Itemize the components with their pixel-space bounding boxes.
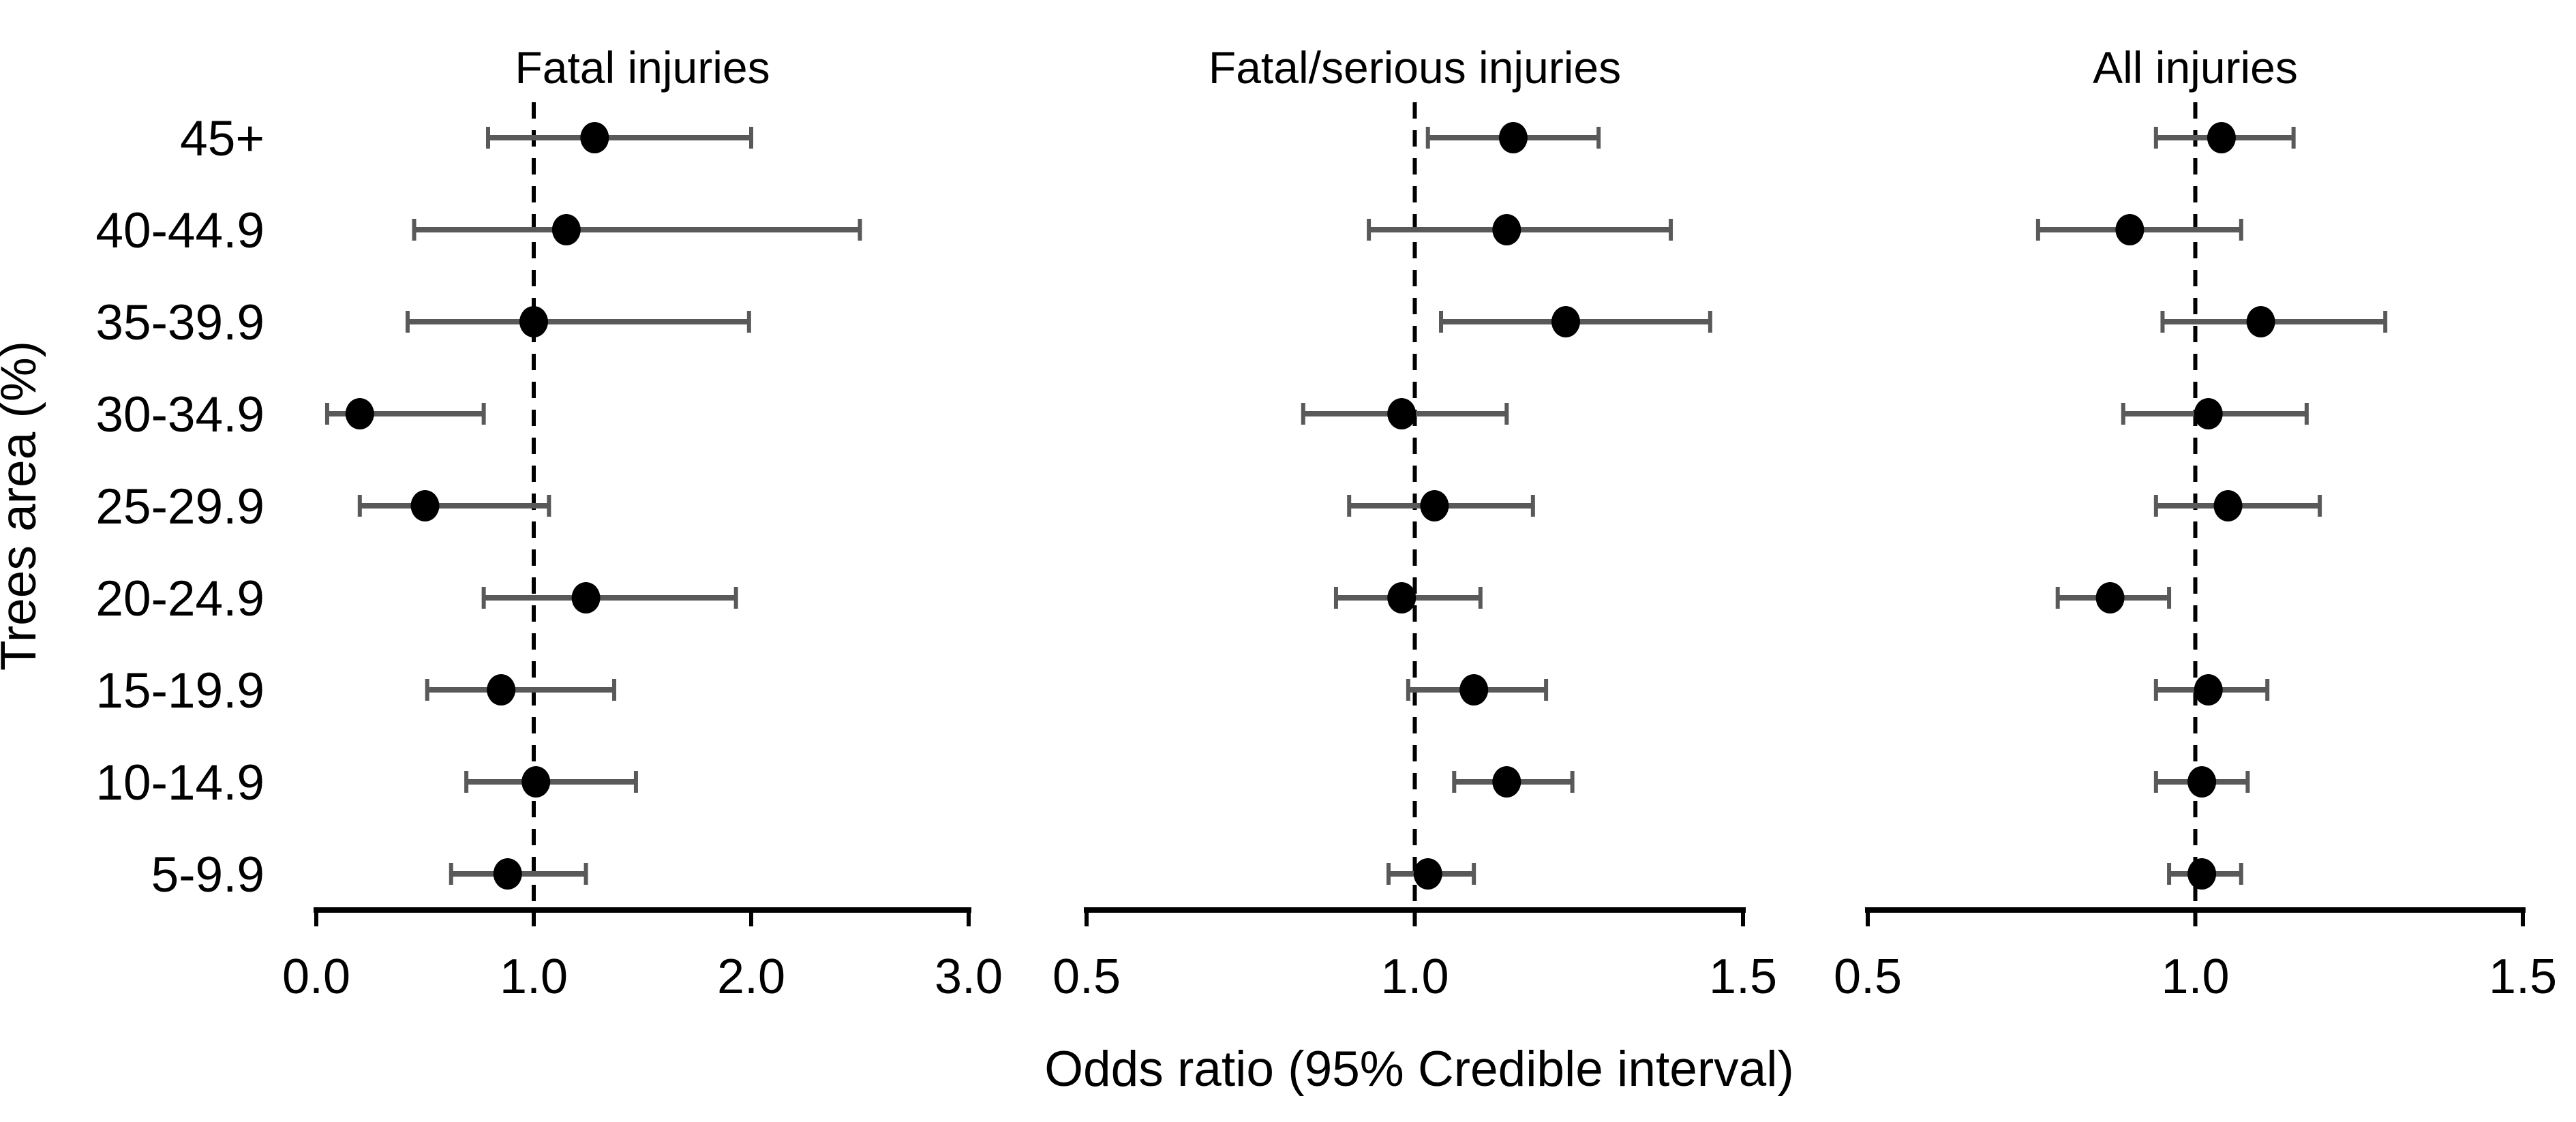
point-marker xyxy=(2207,122,2236,153)
panel-2: 0.5 1.0 1.5 All injuries xyxy=(1834,42,2557,1004)
point-marker xyxy=(2115,214,2145,245)
point-marker xyxy=(2246,306,2275,337)
point-marker xyxy=(1420,490,1449,521)
forest-row xyxy=(1367,214,1673,245)
forest-row xyxy=(2167,858,2243,890)
point-marker xyxy=(2187,858,2217,890)
point-marker xyxy=(571,582,601,613)
panel-1: 0.5 1.0 1.5 Fatal/serious injuries xyxy=(1052,42,1777,1004)
category-label: 5-9.9 xyxy=(151,847,264,903)
point-marker xyxy=(521,766,551,798)
point-marker xyxy=(519,306,548,337)
forest-row xyxy=(1386,858,1476,890)
point-marker xyxy=(1498,122,1528,153)
forest-row xyxy=(2153,490,2322,521)
point-marker xyxy=(2187,766,2217,798)
y-axis-title: Trees area (%) xyxy=(0,341,46,671)
point-marker xyxy=(2213,490,2243,521)
forest-row xyxy=(1301,398,1509,429)
x-tick-label: 3.0 xyxy=(935,950,1003,1004)
x-tick-label: 2.0 xyxy=(717,950,785,1004)
point-marker xyxy=(1551,306,1580,337)
forest-row xyxy=(486,122,753,153)
point-marker xyxy=(2095,582,2125,613)
category-label: 45+ xyxy=(180,111,264,166)
panel-title: Fatal/serious injuries xyxy=(1209,42,1621,93)
x-tick-label: 0.0 xyxy=(282,950,350,1004)
category-label: 10-14.9 xyxy=(95,755,264,810)
x-tick-label: 1.5 xyxy=(2489,950,2557,1004)
category-label: 30-34.9 xyxy=(95,387,264,442)
forest-row xyxy=(2160,306,2388,337)
point-marker xyxy=(1492,766,1521,798)
point-marker xyxy=(487,674,516,706)
forest-row xyxy=(481,582,738,613)
point-marker xyxy=(1387,398,1416,429)
point-marker xyxy=(345,398,374,429)
category-label: 15-19.9 xyxy=(95,663,264,718)
forest-row xyxy=(464,766,638,798)
x-tick-label: 0.5 xyxy=(1052,950,1121,1004)
forest-row xyxy=(324,398,486,429)
panel-0: 0.0 1.0 2.0 3.0 Fatal injuries xyxy=(282,42,1003,1004)
forest-row xyxy=(405,306,751,337)
forest-row xyxy=(1425,122,1601,153)
point-marker xyxy=(551,214,581,245)
forest-row xyxy=(425,674,617,706)
forest-row xyxy=(412,214,862,245)
point-marker xyxy=(580,122,609,153)
forest-row xyxy=(2153,766,2250,798)
forest-row xyxy=(1406,674,1549,706)
point-marker xyxy=(1413,858,1442,890)
point-marker xyxy=(2194,674,2223,706)
x-tick-label: 1.5 xyxy=(1709,950,1777,1004)
forest-row xyxy=(449,858,588,890)
forest-row xyxy=(2153,122,2296,153)
point-marker xyxy=(1387,582,1416,613)
forest-row xyxy=(2055,582,2172,613)
point-marker xyxy=(2194,398,2223,429)
x-tick-label: 1.0 xyxy=(2161,950,2229,1004)
x-tick-label: 1.0 xyxy=(500,950,568,1004)
forest-row xyxy=(2121,398,2309,429)
category-label: 35-39.9 xyxy=(95,295,264,350)
panel-title: All injuries xyxy=(2093,42,2298,93)
forest-row xyxy=(2035,214,2243,245)
point-marker xyxy=(1492,214,1521,245)
forest-row xyxy=(1347,490,1535,521)
x-tick-label: 1.0 xyxy=(1380,950,1449,1004)
x-tick-label: 0.5 xyxy=(1834,950,1902,1004)
category-label: 25-29.9 xyxy=(95,479,264,534)
point-marker xyxy=(1459,674,1489,706)
point-marker xyxy=(410,490,440,521)
point-marker xyxy=(493,858,522,890)
x-axis-title: Odds ratio (95% Credible interval) xyxy=(1044,1042,1794,1097)
forest-row xyxy=(1452,766,1575,798)
forest-row xyxy=(1439,306,1712,337)
forest-row xyxy=(1333,582,1483,613)
forest-row xyxy=(2153,674,2270,706)
category-label: 40-44.9 xyxy=(95,203,264,258)
panel-title: Fatal injuries xyxy=(515,42,770,93)
category-label: 20-24.9 xyxy=(95,571,264,626)
forest-row xyxy=(357,490,551,521)
